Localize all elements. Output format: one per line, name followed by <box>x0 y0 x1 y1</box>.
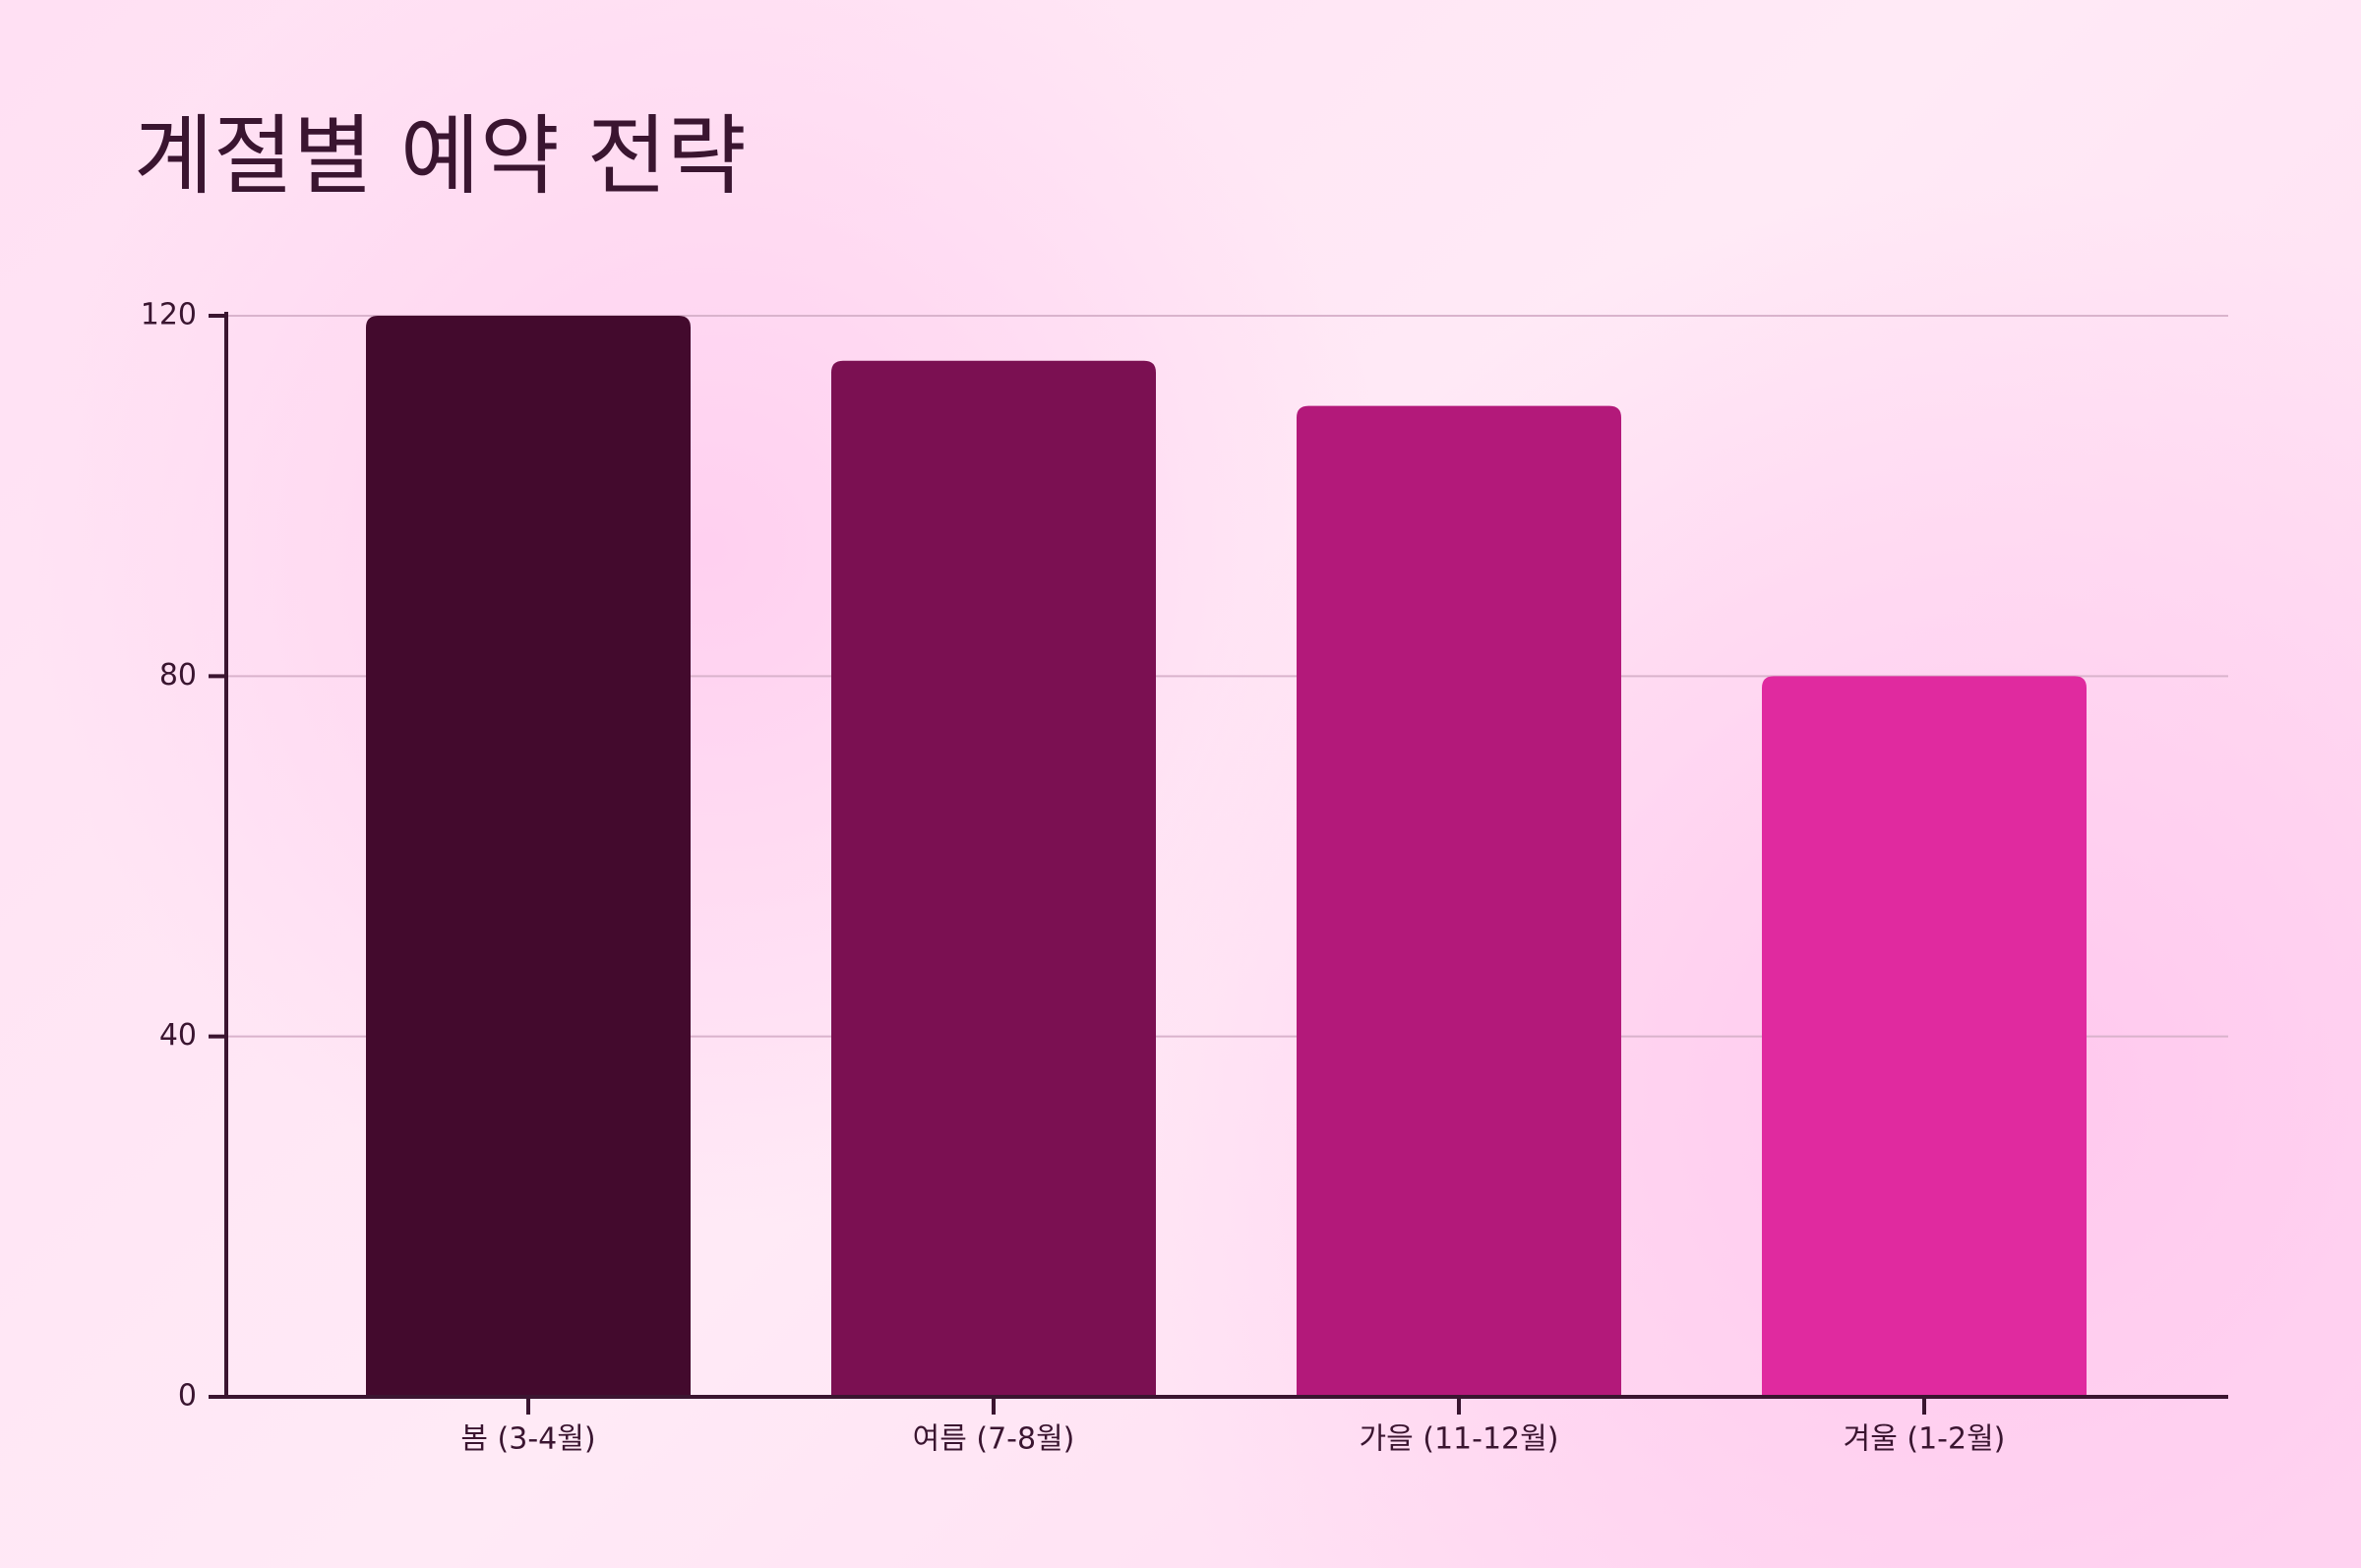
y-tick-label: 40 <box>159 1018 197 1053</box>
bar <box>366 316 691 1397</box>
bar <box>1762 676 2087 1397</box>
x-tick-label: 여름 (7-8월) <box>913 1422 1075 1457</box>
chart-title: 계절별 예약 전략 <box>134 105 747 207</box>
x-tick-label: 봄 (3-4월) <box>460 1422 595 1457</box>
y-tick-label: 0 <box>178 1379 197 1414</box>
y-tick-label: 120 <box>141 298 197 332</box>
y-tick-label: 80 <box>159 658 197 693</box>
x-tick-label: 가을 (11-12월) <box>1360 1422 1559 1457</box>
x-tick-label: 겨울 (1-2월) <box>1844 1422 2006 1457</box>
bar <box>1297 405 1621 1397</box>
bar <box>831 360 1156 1398</box>
